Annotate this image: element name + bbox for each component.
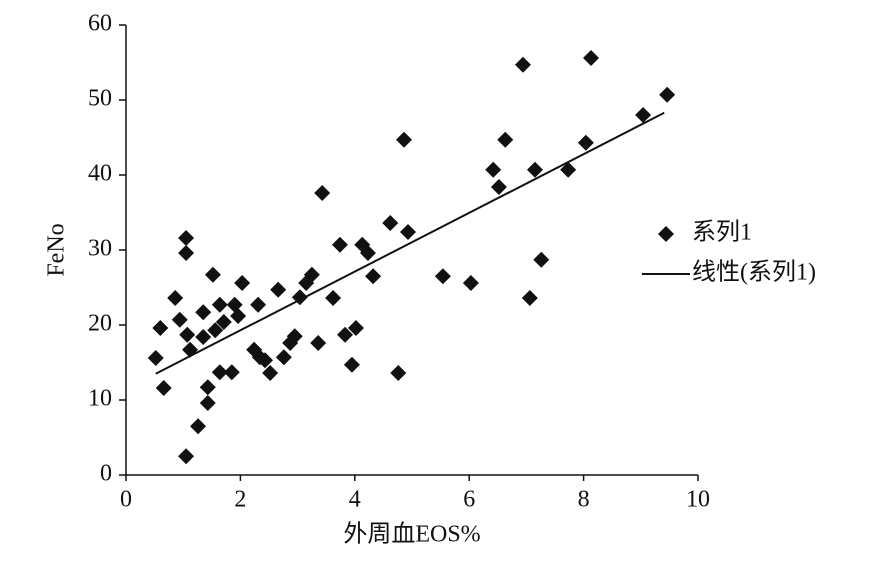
point (286, 328, 303, 345)
point (331, 236, 348, 253)
point (365, 268, 382, 285)
point (204, 266, 221, 283)
point (325, 290, 342, 306)
point (521, 290, 538, 306)
point (514, 56, 531, 73)
point (167, 290, 184, 306)
point (314, 185, 331, 201)
point (390, 365, 407, 381)
point (152, 320, 169, 336)
point (262, 365, 279, 381)
point (275, 349, 292, 366)
x-tick-label: 8 (578, 487, 590, 513)
y-tick-label: 20 (88, 311, 112, 337)
point (359, 245, 376, 261)
point (215, 314, 232, 330)
y-tick-label: 50 (88, 86, 112, 112)
legend-label: 系列1 (692, 219, 752, 246)
x-tick-label: 2 (234, 487, 246, 513)
trend-line (155, 111, 665, 375)
point (343, 356, 360, 373)
point (337, 326, 354, 343)
point (211, 296, 228, 313)
point (155, 380, 172, 396)
y-tick-label: 10 (88, 386, 112, 412)
point (526, 161, 543, 178)
y-tick-label: 30 (88, 236, 112, 262)
y-tick-label: 0 (100, 461, 112, 487)
point (560, 161, 577, 178)
x-tick-label: 0 (120, 487, 132, 513)
x-tick-label: 6 (463, 487, 475, 513)
point (399, 224, 416, 240)
point (462, 275, 479, 291)
point (256, 352, 273, 369)
point (497, 131, 514, 148)
point (347, 320, 364, 336)
x-tick-label: 10 (686, 487, 710, 513)
point (211, 364, 228, 381)
x-axis-label: 外周血EOS% (343, 521, 480, 548)
y-axis-label: FeNo (44, 223, 70, 276)
point (577, 134, 594, 151)
point (147, 350, 164, 366)
point (659, 86, 676, 103)
point (434, 268, 451, 285)
x-tick-label: 4 (349, 487, 361, 513)
point (178, 230, 195, 246)
point (230, 308, 247, 324)
point (234, 275, 251, 291)
point (533, 251, 550, 268)
point (171, 311, 188, 328)
point (195, 329, 212, 345)
point (179, 326, 196, 343)
point (395, 131, 412, 148)
point (635, 107, 652, 123)
point (207, 322, 224, 339)
point (490, 179, 507, 195)
point (270, 281, 287, 298)
point (199, 379, 216, 396)
point (310, 335, 327, 351)
legend-label: 线性(系列1) (692, 259, 816, 286)
point (195, 304, 212, 321)
y-tick-label: 40 (88, 161, 112, 187)
point (583, 50, 600, 66)
point (485, 161, 502, 178)
y-tick-label: 60 (88, 11, 112, 37)
point (250, 296, 267, 313)
legend-marker (658, 226, 674, 242)
point (178, 448, 195, 465)
point (382, 215, 399, 231)
point (199, 395, 216, 411)
point (223, 364, 240, 381)
point (178, 245, 195, 261)
point (190, 418, 207, 435)
point (303, 266, 320, 283)
